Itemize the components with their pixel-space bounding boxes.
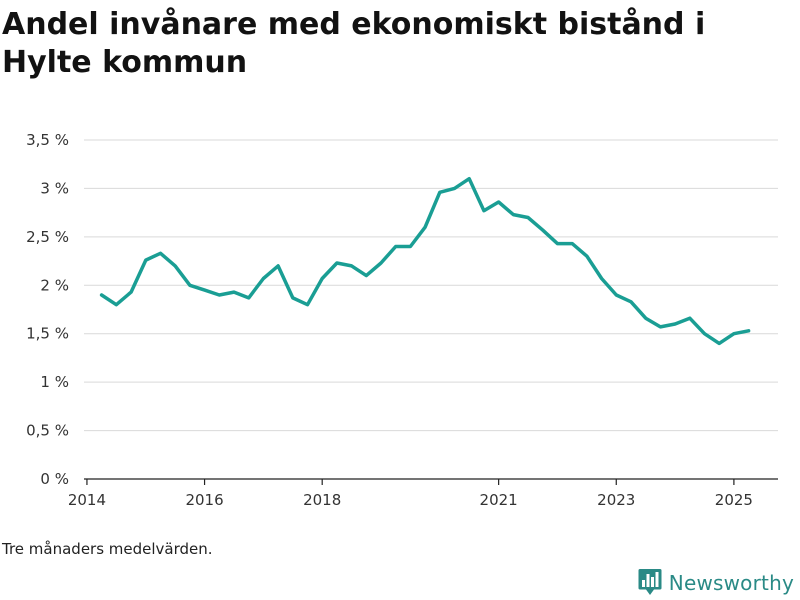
x-tick-label: 2014 bbox=[68, 491, 106, 509]
x-tick-label: 2025 bbox=[715, 491, 753, 509]
brand-logo[interactable]: Newsworthy bbox=[638, 568, 794, 598]
data-point[interactable] bbox=[598, 275, 606, 283]
data-point[interactable] bbox=[495, 198, 503, 206]
data-point[interactable] bbox=[539, 226, 547, 234]
footnote: Tre månaders medelvärden. bbox=[2, 540, 213, 558]
data-point[interactable] bbox=[686, 314, 694, 322]
data-point[interactable] bbox=[201, 286, 209, 294]
y-tick-label: 2,5 % bbox=[26, 228, 69, 246]
chart-title: Andel invånare med ekonomiskt bistånd i … bbox=[2, 7, 706, 80]
data-point[interactable] bbox=[348, 262, 356, 270]
data-point[interactable] bbox=[627, 298, 635, 306]
data-point[interactable] bbox=[745, 327, 753, 335]
data-point[interactable] bbox=[186, 281, 194, 289]
data-point[interactable] bbox=[377, 259, 385, 267]
data-point[interactable] bbox=[701, 330, 709, 338]
data-point[interactable] bbox=[730, 330, 738, 338]
data-point[interactable] bbox=[583, 252, 591, 260]
data-point[interactable] bbox=[480, 207, 488, 215]
data-point[interactable] bbox=[215, 291, 223, 299]
data-point[interactable] bbox=[157, 249, 165, 257]
data-point[interactable] bbox=[318, 275, 326, 283]
data-point[interactable] bbox=[98, 291, 106, 299]
data-point[interactable] bbox=[362, 272, 370, 280]
data-point[interactable] bbox=[171, 262, 179, 270]
x-tick-label: 2018 bbox=[303, 491, 341, 509]
x-tick-label: 2023 bbox=[597, 491, 635, 509]
y-tick-label: 0,5 % bbox=[26, 422, 69, 440]
data-point[interactable] bbox=[333, 259, 341, 267]
data-point[interactable] bbox=[553, 240, 561, 248]
data-point[interactable] bbox=[421, 223, 429, 231]
data-point[interactable] bbox=[274, 262, 282, 270]
data-point[interactable] bbox=[142, 256, 150, 264]
data-point[interactable] bbox=[451, 184, 459, 192]
data-point[interactable] bbox=[127, 288, 135, 296]
data-point[interactable] bbox=[656, 323, 664, 331]
data-point[interactable] bbox=[465, 175, 473, 183]
data-point[interactable] bbox=[715, 339, 723, 347]
data-point[interactable] bbox=[406, 243, 414, 251]
y-tick-label: 2 % bbox=[40, 276, 69, 294]
y-tick-label: 0 % bbox=[40, 470, 69, 488]
data-point[interactable] bbox=[230, 288, 238, 296]
bar-chart-logo-icon bbox=[638, 569, 662, 595]
y-tick-label: 3 % bbox=[40, 179, 69, 197]
y-tick-label: 1,5 % bbox=[26, 325, 69, 343]
data-point[interactable] bbox=[112, 301, 120, 309]
y-axis-labels: 0 % 0,5 % 1 % 1,5 % 2 % 2,5 % 3 % 3,5 % bbox=[26, 131, 69, 488]
data-point[interactable] bbox=[392, 243, 400, 251]
data-point[interactable] bbox=[245, 294, 253, 302]
data-point[interactable] bbox=[671, 320, 679, 328]
data-series bbox=[98, 175, 753, 347]
data-point[interactable] bbox=[436, 188, 444, 196]
series-line[interactable] bbox=[99, 176, 751, 346]
data-point[interactable] bbox=[568, 240, 576, 248]
data-point[interactable] bbox=[259, 275, 267, 283]
data-point[interactable] bbox=[304, 301, 312, 309]
x-tick-label: 2021 bbox=[480, 491, 518, 509]
data-point[interactable] bbox=[289, 294, 297, 302]
data-point[interactable] bbox=[612, 291, 620, 299]
brand-name: Newsworthy bbox=[668, 571, 794, 595]
grid-lines bbox=[84, 139, 778, 432]
data-point[interactable] bbox=[642, 314, 650, 322]
data-point[interactable] bbox=[524, 214, 532, 222]
y-tick-label: 1 % bbox=[40, 373, 69, 391]
y-tick-label: 3,5 % bbox=[26, 131, 69, 149]
x-axis: 2014 2016 2018 2021 2023 2025 bbox=[68, 478, 778, 509]
x-tick-label: 2016 bbox=[185, 491, 223, 509]
data-point[interactable] bbox=[509, 211, 517, 219]
